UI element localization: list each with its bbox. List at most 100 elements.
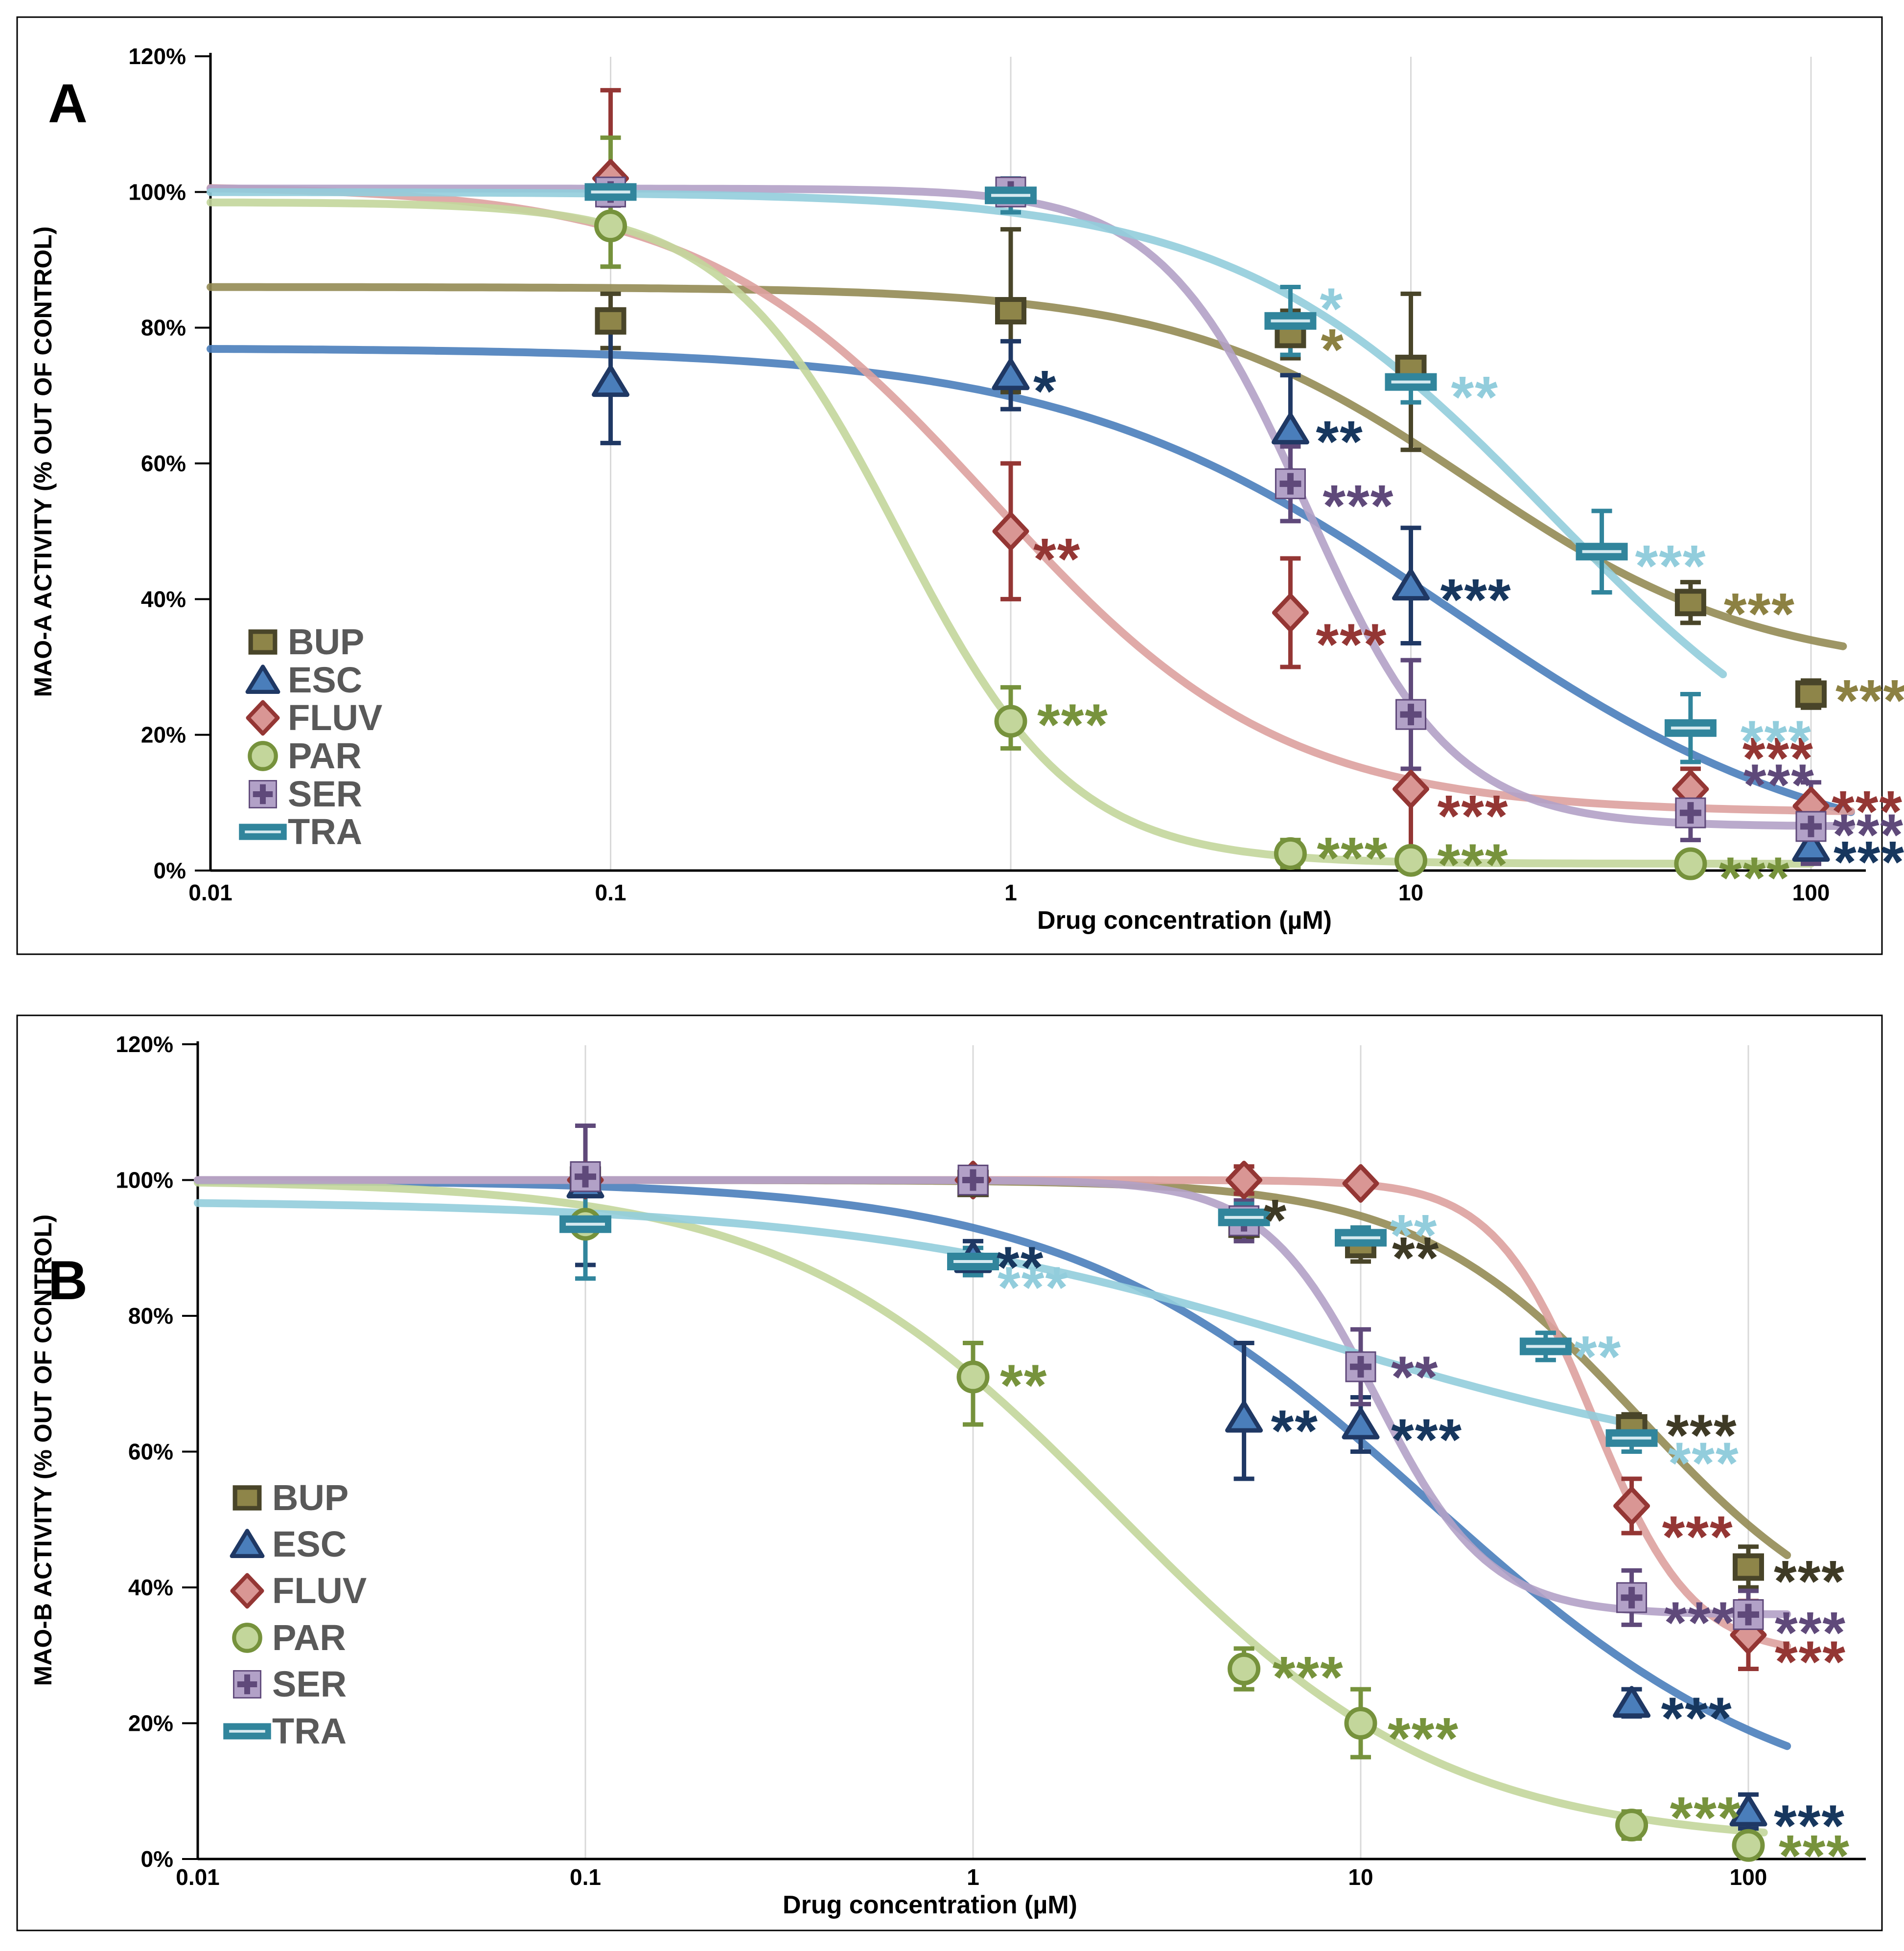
point-ESC-0.1 xyxy=(592,365,629,397)
panel-A-y-tick-100%: 100% xyxy=(128,179,186,205)
legend-marker-PAR xyxy=(248,741,278,771)
point-ESC-1 xyxy=(992,358,1030,390)
curve-TRA xyxy=(207,188,1727,678)
legend-label-ESC: ESC xyxy=(272,1524,347,1564)
point-SER-50 xyxy=(1675,797,1706,828)
panel-B-y-axis-title: MAO-B ACTIVITY (% OUT OF CONTROL) xyxy=(29,1215,57,1686)
legend-marker-BUP xyxy=(232,1485,262,1511)
legend-marker-TRA xyxy=(223,1723,271,1740)
legend-item-ESC: ESC xyxy=(230,1524,347,1564)
point-BUP-50 xyxy=(1674,589,1706,617)
legend-label-SER: SER xyxy=(272,1664,347,1704)
sig-SER-10: ** xyxy=(1391,1344,1439,1410)
legend-item-PAR: PAR xyxy=(232,1617,346,1658)
point-TRA-1 xyxy=(985,186,1037,205)
legend-item-TRA: TRA xyxy=(239,811,362,852)
point-ESC-10 xyxy=(1342,1407,1380,1440)
legend-item-FLUV: FLUV xyxy=(230,1570,367,1611)
point-BUP-0.1 xyxy=(595,307,627,335)
panel-A-letter: A xyxy=(48,73,88,134)
point-TRA-5 xyxy=(1218,1208,1270,1226)
point-TRA-50 xyxy=(1664,719,1717,737)
curve-TRA xyxy=(194,1199,1636,1428)
sig-BUP-5: * xyxy=(1321,317,1345,383)
sig-ESC-10: *** xyxy=(1440,567,1512,633)
panel-A-y-tick-20%: 20% xyxy=(141,722,186,748)
panel-A-y-tick-0%: 0% xyxy=(154,858,186,883)
point-PAR-10 xyxy=(1394,844,1427,877)
sig-BUP-50: *** xyxy=(1724,581,1795,646)
legend-marker-ESC xyxy=(245,665,280,694)
panel-A-axes: 0% 20% 40% 60% 80% 100% 120% 0.01 0.1 1 10 100 xyxy=(128,44,1866,905)
point-SER-10 xyxy=(1395,699,1426,730)
sig-ESC-10: *** xyxy=(1391,1407,1463,1472)
panel-A-markers xyxy=(584,159,1830,880)
sig-PAR-1: ** xyxy=(1000,1353,1047,1418)
sig-FLUV-10: *** xyxy=(1438,783,1509,849)
panel-B-y-tick-100%: 100% xyxy=(116,1168,173,1193)
legend-marker-TRA xyxy=(239,824,287,840)
point-TRA-0.1 xyxy=(584,183,637,201)
legend-item-PAR: PAR xyxy=(248,735,362,776)
panel-A-y-tick-40%: 40% xyxy=(141,586,186,612)
point-PAR-1 xyxy=(994,705,1027,738)
legend-marker-FLUV xyxy=(230,1573,264,1609)
legend-label-BUP: BUP xyxy=(288,621,364,662)
sig-PAR-5: *** xyxy=(1317,825,1388,891)
panel-B-border xyxy=(16,1014,1883,1931)
point-BUP-1 xyxy=(995,297,1026,324)
legend-marker-FLUV xyxy=(246,700,280,736)
sig-TRA-50: *** xyxy=(1668,1430,1740,1496)
legend-marker-BUP xyxy=(248,629,278,655)
legend-label-ESC: ESC xyxy=(288,660,362,700)
point-PAR-5 xyxy=(1228,1653,1261,1685)
curve-FLUV xyxy=(207,184,1855,815)
panel-B-y-tick-120%: 120% xyxy=(116,1032,173,1057)
legend-item-SER: SER xyxy=(249,774,362,814)
point-FLUV-1 xyxy=(992,512,1029,551)
sig-ESC-100: *** xyxy=(1834,829,1904,895)
point-TRA-5 xyxy=(1264,312,1317,330)
panel-A-y-axis-title: MAO-A ACTIVITY (% OUT OF CONTROL) xyxy=(29,227,57,697)
sig-ESC-100: *** xyxy=(1774,1793,1845,1859)
point-SER-50 xyxy=(1616,1582,1648,1613)
point-ESC-50 xyxy=(1613,1686,1651,1718)
sig-ESC-1: ** xyxy=(997,1235,1044,1300)
sig-TRA-10: ** xyxy=(1451,365,1499,430)
point-FLUV-5 xyxy=(1226,1161,1263,1199)
legend-item-TRA: TRA xyxy=(223,1711,347,1751)
sig-TRA-5: * xyxy=(1320,276,1344,342)
point-SER-100 xyxy=(1733,1599,1764,1630)
point-BUP-100 xyxy=(1795,680,1827,708)
point-SER-5 xyxy=(1275,468,1306,500)
panel-A-x-tick-0.01: 0.01 xyxy=(188,880,232,905)
legend-label-FLUV: FLUV xyxy=(272,1570,367,1611)
sig-TRA-10: ** xyxy=(1390,1202,1438,1268)
sig-SER-5: *** xyxy=(1323,473,1394,539)
sig-PAR-5: *** xyxy=(1273,1645,1344,1710)
point-PAR-10 xyxy=(1344,1707,1377,1740)
panel-A-x-tick-100: 100 xyxy=(1792,880,1830,905)
legend-marker-PAR xyxy=(232,1623,262,1653)
point-TRA-1 xyxy=(947,1253,999,1270)
panel-B-x-tick-1: 1 xyxy=(967,1864,979,1890)
point-ESC-100 xyxy=(1729,1794,1767,1827)
point-FLUV-5 xyxy=(1272,593,1309,632)
point-SER-100 xyxy=(1795,811,1827,842)
point-PAR-5 xyxy=(1274,837,1307,870)
sig-SER-50: *** xyxy=(1743,752,1815,818)
point-PAR-0.1 xyxy=(594,209,627,243)
sig-BUP-10: ** xyxy=(1392,1225,1440,1290)
legend-label-FLUV: FLUV xyxy=(288,697,382,738)
panel-A-x-tick-0.1: 0.1 xyxy=(595,880,627,905)
legend-label-SER: SER xyxy=(288,774,362,814)
point-BUP-100 xyxy=(1733,1553,1764,1581)
sig-BUP-5: * xyxy=(1264,1188,1288,1253)
panel-A-y-tick-60%: 60% xyxy=(141,451,186,476)
sig-PAR-10: *** xyxy=(1438,832,1509,897)
panel-A-y-tick-80%: 80% xyxy=(141,315,186,341)
panel-B-x-axis-title: Drug concentration (µM) xyxy=(783,1891,1077,1919)
sig-BUP-100: *** xyxy=(1774,1548,1845,1614)
